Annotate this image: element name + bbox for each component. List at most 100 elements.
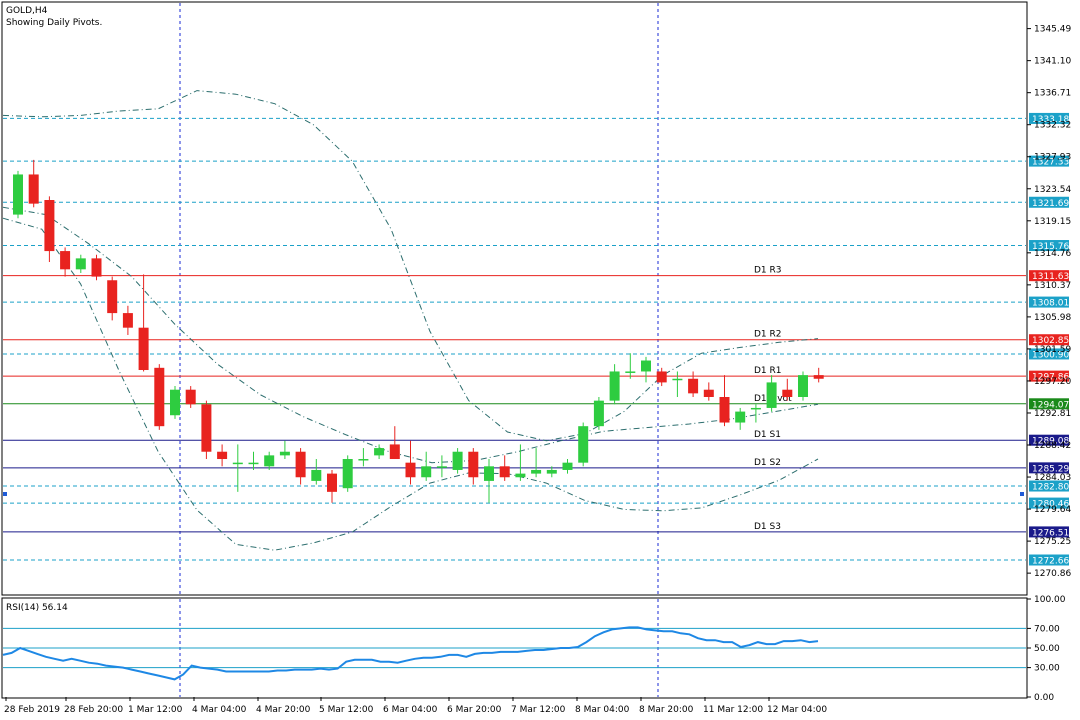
price-axis-label: 1310.37 [1034, 281, 1071, 291]
price-axis-label: 1314.76 [1034, 249, 1071, 259]
price-tag-label: 1311.63 [1032, 272, 1069, 282]
candle-body [60, 251, 71, 270]
price-tag-label: 1327.33 [1032, 158, 1069, 168]
price-tag-label: 1285.29 [1032, 464, 1069, 474]
candle-body [688, 378, 699, 394]
candle-body [562, 462, 573, 470]
candle-body [703, 389, 714, 397]
candle-body [75, 258, 86, 270]
time-axis-label: 4 Mar 04:00 [192, 705, 247, 715]
candle-body [468, 451, 479, 478]
price-tag [1029, 497, 1069, 509]
candle-body [499, 466, 510, 478]
time-axis-label: 6 Mar 20:00 [447, 705, 502, 715]
price-tag-label: 1294.07 [1032, 400, 1069, 410]
price-tag-label: 1308.01 [1032, 299, 1069, 309]
candle-body [798, 375, 808, 397]
rsi-axis-label: 100.00 [1034, 595, 1066, 605]
price-tag-label: 1282.80 [1032, 483, 1069, 493]
price-tag [1029, 526, 1069, 538]
price-axis-label: 1279.64 [1034, 505, 1071, 515]
price-tag [1029, 270, 1069, 282]
candle-body [484, 466, 494, 481]
price-tag [1029, 334, 1069, 346]
time-axis-label: 5 Mar 12:00 [319, 705, 374, 715]
candle-body [546, 469, 557, 474]
price-axis-label: 1297.20 [1034, 377, 1071, 387]
rsi-axis-label: 0.00 [1034, 693, 1054, 703]
price-axis-label: 1288.42 [1034, 441, 1071, 451]
current-position-marker-right [1020, 492, 1024, 496]
candle-body [515, 473, 526, 478]
pivot-level-label: D1 R2 [754, 330, 782, 340]
rsi-indicator-label: RSI(14) 56.14 [6, 603, 68, 613]
candle-body [421, 466, 432, 478]
price-tag [1029, 196, 1069, 208]
price-axis-label: 1319.15 [1034, 217, 1071, 227]
price-tag [1029, 434, 1069, 446]
pivot-level-label: D1 S3 [754, 522, 781, 532]
rsi-axis-label: 50.00 [1034, 644, 1060, 654]
candle-body [201, 404, 212, 452]
candle-body [531, 469, 542, 474]
bollinger-middle-band [2, 206, 819, 464]
price-axis-label: 1275.25 [1034, 537, 1071, 547]
candle-body [122, 313, 133, 328]
candle-body [609, 371, 620, 401]
time-axis-label: 4 Mar 20:00 [256, 705, 311, 715]
price-tag-label: 1280.46 [1032, 500, 1069, 510]
price-tag [1029, 155, 1069, 167]
candle-body [154, 367, 165, 427]
main-panel [1, 1, 1028, 596]
price-tag-label: 1297.86 [1032, 373, 1069, 383]
price-axis-label: 1323.54 [1034, 185, 1071, 195]
price-tag-label: 1315.76 [1032, 242, 1069, 252]
candle-body [452, 451, 463, 470]
price-tag [1029, 112, 1069, 124]
candle-body [436, 466, 447, 468]
candle-body [327, 473, 337, 492]
chart-subtitle: Showing Daily Pivots. [6, 18, 102, 28]
rsi-line [2, 626, 819, 681]
price-tag-label: 1289.08 [1032, 437, 1069, 447]
price-axis-label: 1336.71 [1034, 89, 1071, 99]
candle-body [107, 280, 118, 314]
chart-title: GOLD,H4 [6, 6, 48, 16]
candle-body [782, 389, 793, 397]
candle-body [279, 451, 290, 456]
time-axis-label: 8 Mar 04:00 [575, 705, 630, 715]
time-axis-label: 11 Mar 12:00 [703, 705, 763, 715]
time-axis-label: 7 Mar 12:00 [511, 705, 566, 715]
candle-body [766, 382, 777, 408]
candle-body [641, 360, 651, 372]
candle-body [342, 459, 353, 489]
price-axis-label: 1341.10 [1034, 57, 1071, 67]
candle-body [232, 462, 243, 465]
price-axis-label: 1301.59 [1034, 345, 1071, 355]
bollinger-lower-band [2, 217, 819, 551]
pivot-level-label: D1 S1 [754, 430, 781, 440]
time-axis-label: 1 Mar 12:00 [128, 705, 183, 715]
price-tag [1029, 240, 1069, 252]
price-axis-label: 1292.81 [1034, 409, 1071, 419]
price-axis-label: 1327.93 [1034, 153, 1071, 163]
price-tag-label: 1272.66 [1032, 556, 1069, 566]
time-axis-label: 28 Feb 20:00 [64, 705, 123, 715]
candle-body [138, 327, 149, 371]
candle-body [217, 451, 228, 460]
pivot-level-label: D1 S2 [754, 458, 781, 468]
time-axis-label: 28 Feb 2019 [4, 705, 60, 715]
candle-body [625, 371, 636, 373]
price-tag [1029, 296, 1069, 308]
time-axis-label: 12 Mar 04:00 [767, 705, 827, 715]
candle-body [672, 378, 683, 381]
time-axis-label: 6 Mar 04:00 [383, 705, 438, 715]
candle-body [44, 200, 55, 252]
candle-body [358, 459, 369, 461]
candle-body [593, 400, 604, 427]
price-tag [1029, 480, 1069, 492]
price-tag-label: 1302.85 [1032, 336, 1069, 346]
bollinger-upper-band [2, 90, 819, 442]
candle-body [813, 375, 824, 379]
price-axis-label: 1270.86 [1034, 569, 1071, 579]
